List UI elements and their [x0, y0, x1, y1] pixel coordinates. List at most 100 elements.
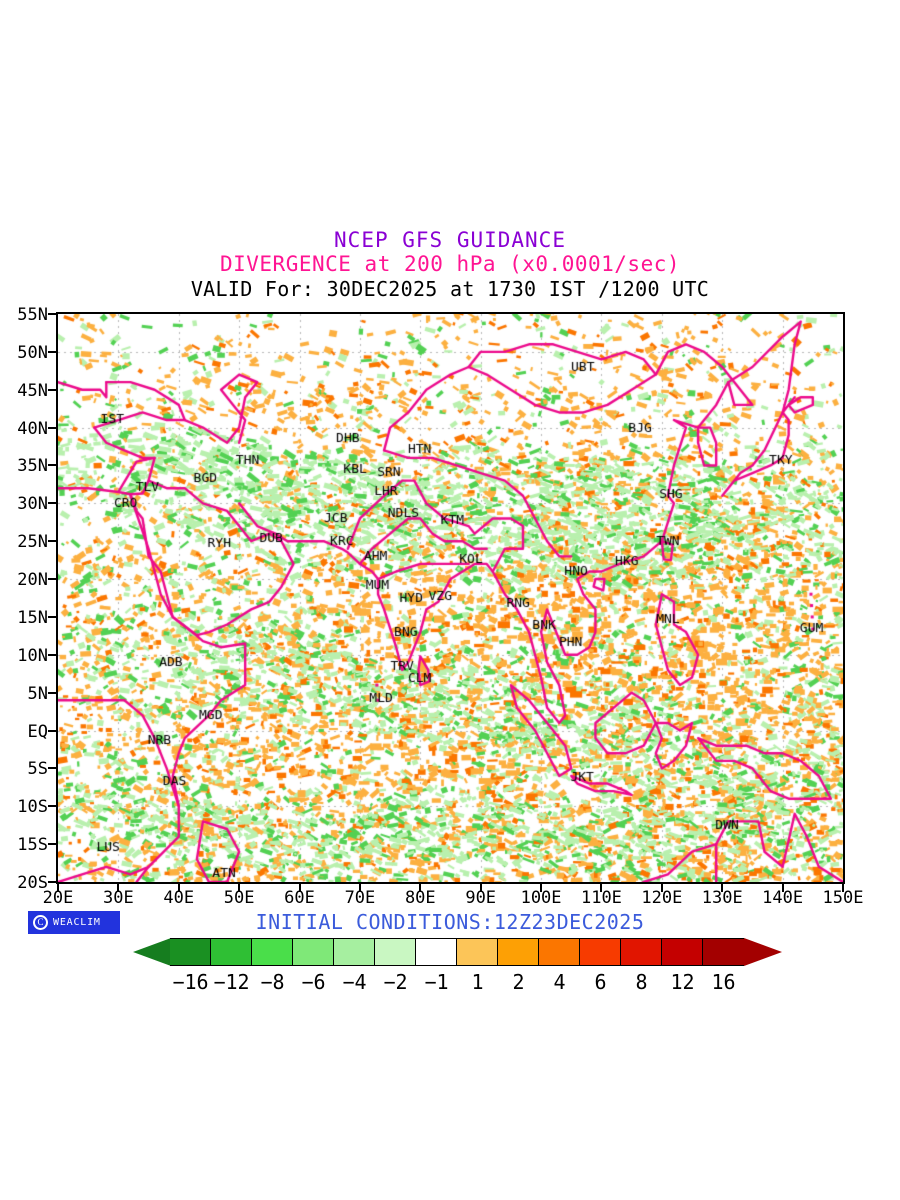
lat-tick-mark: [48, 805, 56, 808]
lat-tick-mark: [48, 388, 56, 391]
colorbar-tick-label: −4: [342, 970, 367, 994]
colorbar-tick-label: 8: [635, 970, 648, 994]
lat-tick-mark: [48, 502, 56, 505]
lon-tick-mark: [419, 884, 422, 892]
colorbar-tick-label: −2: [383, 970, 408, 994]
lon-tick-label: 140E: [762, 888, 804, 908]
lat-tick-mark: [48, 843, 56, 846]
lon-tick-mark: [540, 884, 543, 892]
lon-tick-mark: [117, 884, 120, 892]
colorbar-band: [375, 938, 416, 966]
lon-tick-label: 80E: [404, 888, 436, 908]
lat-tick-label: 45N: [17, 380, 48, 401]
lon-tick-label: 150E: [822, 888, 864, 908]
lon-tick-label: 130E: [701, 888, 743, 908]
divergence-map-canvas: [58, 314, 843, 882]
lon-tick-mark: [238, 884, 241, 892]
lat-tick-mark: [48, 767, 56, 770]
lat-tick-mark: [48, 540, 56, 543]
lat-tick-mark: [48, 615, 56, 618]
lat-tick-label: 35N: [17, 456, 48, 477]
lon-tick-mark: [600, 884, 603, 892]
lon-tick-mark: [660, 884, 663, 892]
lon-tick-label: 60E: [284, 888, 315, 908]
colorbar-tick-label: 6: [594, 970, 607, 994]
lat-tick-mark: [48, 691, 56, 694]
lon-tick-mark: [781, 884, 784, 892]
colorbar-band: [457, 938, 498, 966]
copyright-icon: C: [33, 915, 48, 930]
lon-tick-mark: [358, 884, 361, 892]
lat-tick-label: 55N: [17, 305, 48, 325]
lat-tick-mark: [48, 653, 56, 656]
lat-tick-label: 25N: [17, 532, 48, 553]
colorbar-band: [621, 938, 662, 966]
lon-tick-label: 110E: [580, 888, 622, 908]
lat-tick-mark: [48, 578, 56, 581]
lon-tick-label: 100E: [520, 888, 562, 908]
colorbar-band: [211, 938, 252, 966]
lon-tick-label: 30E: [103, 888, 134, 908]
colorbar-band: [170, 938, 211, 966]
weaclim-logo: C WEACLIM: [28, 911, 120, 934]
colorbar-band: [334, 938, 375, 966]
colorbar-tick-label: 1: [471, 970, 484, 994]
lon-tick-mark: [57, 884, 59, 892]
colorbar-extend-low: [133, 938, 171, 966]
lon-tick-label: 20E: [42, 888, 74, 908]
map-plot-frame: [56, 312, 845, 884]
colorbar-tick-label: −6: [301, 970, 326, 994]
colorbar: −16 −12 −8 −6 −4 −2 −1 1 2 4 6 8 12 16: [0, 934, 900, 1004]
colorbar-tick-label: 16: [711, 970, 736, 994]
lat-tick-label: 5N: [27, 683, 48, 704]
lon-tick-mark: [479, 884, 482, 892]
lon-tick-label: 50E: [223, 888, 255, 908]
lat-tick-label: 5S: [27, 759, 48, 780]
lon-tick-mark: [842, 884, 844, 892]
lat-tick-mark: [48, 729, 56, 732]
colorbar-tick-label: 4: [553, 970, 566, 994]
lat-tick-mark: [48, 350, 56, 353]
lat-tick-mark: [48, 313, 56, 315]
lon-tick-label: 120E: [641, 888, 683, 908]
lon-tick-mark: [298, 884, 301, 892]
colorbar-tick-label: −16: [172, 970, 209, 994]
colorbar-band: [293, 938, 334, 966]
colorbar-band: [416, 938, 457, 966]
colorbar-tick-label: 2: [512, 970, 525, 994]
colorbar-band: [539, 938, 580, 966]
colorbar-band: [703, 938, 744, 966]
lat-tick-label: 50N: [17, 342, 48, 363]
lat-tick-mark: [48, 426, 56, 429]
title-main: NCEP GFS GUIDANCE: [334, 228, 566, 252]
lat-tick-label: 10S: [17, 797, 48, 818]
chart-title-block: NCEP GFS GUIDANCE DIVERGENCE at 200 hPa …: [0, 228, 900, 302]
lat-tick-label: 10N: [17, 645, 48, 666]
colorbar-bands: [170, 938, 744, 966]
title-valid-time: VALID For: 30DEC2025 at 1730 IST /1200 U…: [190, 277, 710, 301]
lat-tick-label: 30N: [17, 494, 48, 515]
colorbar-band: [580, 938, 621, 966]
lat-tick-label: 40N: [17, 418, 48, 439]
lat-tick-label: 15S: [17, 835, 48, 856]
colorbar-tick-label: −12: [213, 970, 250, 994]
lat-tick-label: EQ: [27, 721, 48, 742]
lat-tick-label: 15N: [17, 607, 48, 628]
weaclim-logo-label: WEACLIM: [53, 917, 101, 928]
lon-tick-label: 70E: [344, 888, 376, 908]
lat-tick-mark: [48, 881, 56, 883]
lon-tick-label: 90E: [465, 888, 497, 908]
lon-tick-mark: [177, 884, 180, 892]
lat-tick-label: 20N: [17, 570, 48, 591]
title-subtitle: DIVERGENCE at 200 hPa (x0.0001/sec): [219, 252, 680, 276]
colorbar-tick-label: −1: [424, 970, 449, 994]
colorbar-tick-label: −8: [260, 970, 285, 994]
colorbar-tick-label: 12: [670, 970, 695, 994]
lat-tick-mark: [48, 464, 56, 467]
lon-tick-mark: [721, 884, 724, 892]
lon-tick-label: 40E: [163, 888, 195, 908]
colorbar-band: [252, 938, 293, 966]
lat-tick-label: 20S: [17, 873, 48, 893]
colorbar-band: [498, 938, 539, 966]
colorbar-extend-high: [744, 938, 782, 966]
